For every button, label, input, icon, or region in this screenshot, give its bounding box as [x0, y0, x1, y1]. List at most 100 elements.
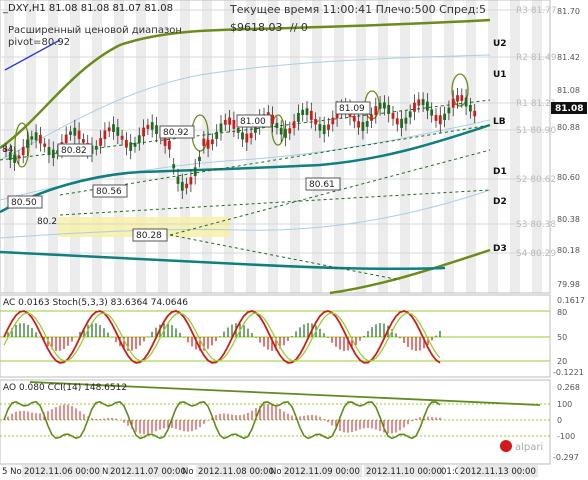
time-fragment: No — [182, 467, 194, 477]
candle-body — [383, 102, 386, 109]
level-d2: D2 — [493, 197, 507, 207]
cci-panel-frame — [0, 379, 551, 465]
level-r2: R2 81.49 — [516, 53, 557, 63]
session-band — [532, 0, 542, 293]
annotation-80-92: 80.92 — [163, 128, 189, 138]
candle-body — [180, 181, 184, 191]
level-s1: S1 80.90 — [516, 126, 556, 136]
candle-body — [292, 121, 296, 129]
time-label: 2012.11.07 00:00 — [110, 467, 186, 477]
candle-body — [73, 127, 77, 136]
time-axis: 5 No 2012.11.06 00:00 No 2012.11.07 00:0… — [2, 465, 538, 477]
candle-body — [193, 167, 197, 177]
session-band — [268, 0, 278, 293]
time-label: 2012.11.10 00:00 — [366, 467, 442, 477]
ac-scale-tick: 80 — [557, 308, 567, 317]
indicator-caption: Расширенный ценовой диапазон — [8, 25, 182, 36]
ac-panel-frame — [0, 294, 551, 378]
time-label: 2012.11.08 00:00 — [198, 467, 274, 477]
candle-body — [318, 124, 322, 131]
candle-body — [155, 125, 158, 134]
candle-body — [301, 109, 305, 115]
candle-body — [103, 130, 107, 140]
alpari-watermark: alpari — [515, 442, 543, 453]
candle-body — [215, 131, 219, 140]
candle-body — [99, 138, 102, 146]
time-label: 2012.11.09 00:00 — [284, 467, 360, 477]
candle-body — [129, 142, 133, 151]
moving-averages — [0, 123, 491, 271]
candle-body — [417, 99, 421, 106]
candle-body — [460, 95, 464, 101]
candle-body — [211, 139, 214, 145]
candle-body — [125, 139, 128, 148]
bollinger-bands — [0, 18, 491, 295]
annotation-80-56: 80.56 — [96, 187, 122, 197]
session-band — [334, 0, 344, 293]
candle-body — [387, 104, 391, 114]
cci-scale-tick: 100 — [557, 400, 572, 409]
candle-body — [249, 133, 253, 139]
price-tick: 81.42 — [557, 53, 580, 62]
time-label: 2012.11.06 00:00 — [24, 467, 100, 477]
candle-body — [47, 147, 51, 156]
session-band — [180, 0, 190, 293]
candle-body — [94, 145, 98, 150]
candle-body — [137, 135, 141, 143]
session-band — [400, 0, 410, 293]
candle-body — [39, 135, 42, 144]
cci-trend-line — [29, 381, 541, 406]
trend-lines — [0, 99, 491, 281]
level-d1: D1 — [493, 167, 507, 177]
session-band — [510, 0, 520, 293]
candle-body — [133, 142, 137, 147]
candle-body — [69, 131, 72, 135]
candle-body — [241, 132, 244, 140]
session-band — [224, 0, 234, 293]
current-price: 81.08 — [555, 104, 583, 114]
price-tick: 80.60 — [557, 173, 580, 182]
candle-body — [430, 109, 434, 116]
candle-body — [82, 139, 85, 143]
candle-body — [451, 98, 455, 108]
level-r3: R3 81.77 — [516, 6, 557, 16]
candle-body — [77, 130, 81, 140]
candle-body — [395, 118, 399, 125]
candle-body — [408, 111, 412, 118]
ac-panel-title: AC 0.0163 Stoch(5,3,3) 83.6364 74.0646 — [3, 298, 188, 308]
candle-body — [438, 115, 442, 125]
level-u1: U1 — [493, 70, 507, 80]
session-band — [114, 0, 124, 293]
annotation-84: 84 — [2, 145, 14, 155]
candle-body — [297, 112, 300, 122]
candle-body — [357, 121, 360, 128]
candle-body — [443, 113, 446, 120]
level-lb: LB — [493, 117, 506, 127]
session-band — [312, 0, 322, 293]
candle-body — [13, 154, 16, 163]
candle-body — [150, 122, 154, 130]
candle-body — [361, 122, 365, 132]
time-fragment: 01:00 — [441, 467, 466, 477]
cci-scale-tick: 0 — [557, 416, 562, 425]
candle-body — [447, 107, 451, 114]
candle-body — [352, 115, 356, 122]
annotation-80-50: 80.50 — [11, 198, 37, 208]
candle-body — [314, 119, 317, 125]
time-fragment: No — [270, 467, 282, 477]
session-band — [290, 0, 300, 293]
candle-body — [17, 155, 21, 159]
balance: $9618.03 — [230, 21, 283, 34]
time-fragment: 5 No — [2, 467, 22, 477]
ac-scale: 0.1617 80 50 20 -0.1221 — [553, 296, 585, 377]
cci-scale-tick: -100 — [557, 432, 575, 441]
candle-body — [400, 118, 403, 128]
ac-scale-tick: 20 — [557, 357, 567, 366]
candle-body — [245, 133, 249, 143]
candle-body — [228, 117, 231, 125]
candle-body — [142, 127, 145, 137]
session-band — [422, 0, 432, 293]
candle-body — [378, 102, 382, 109]
time-label: 2012.11.13 00:00 — [460, 467, 536, 477]
